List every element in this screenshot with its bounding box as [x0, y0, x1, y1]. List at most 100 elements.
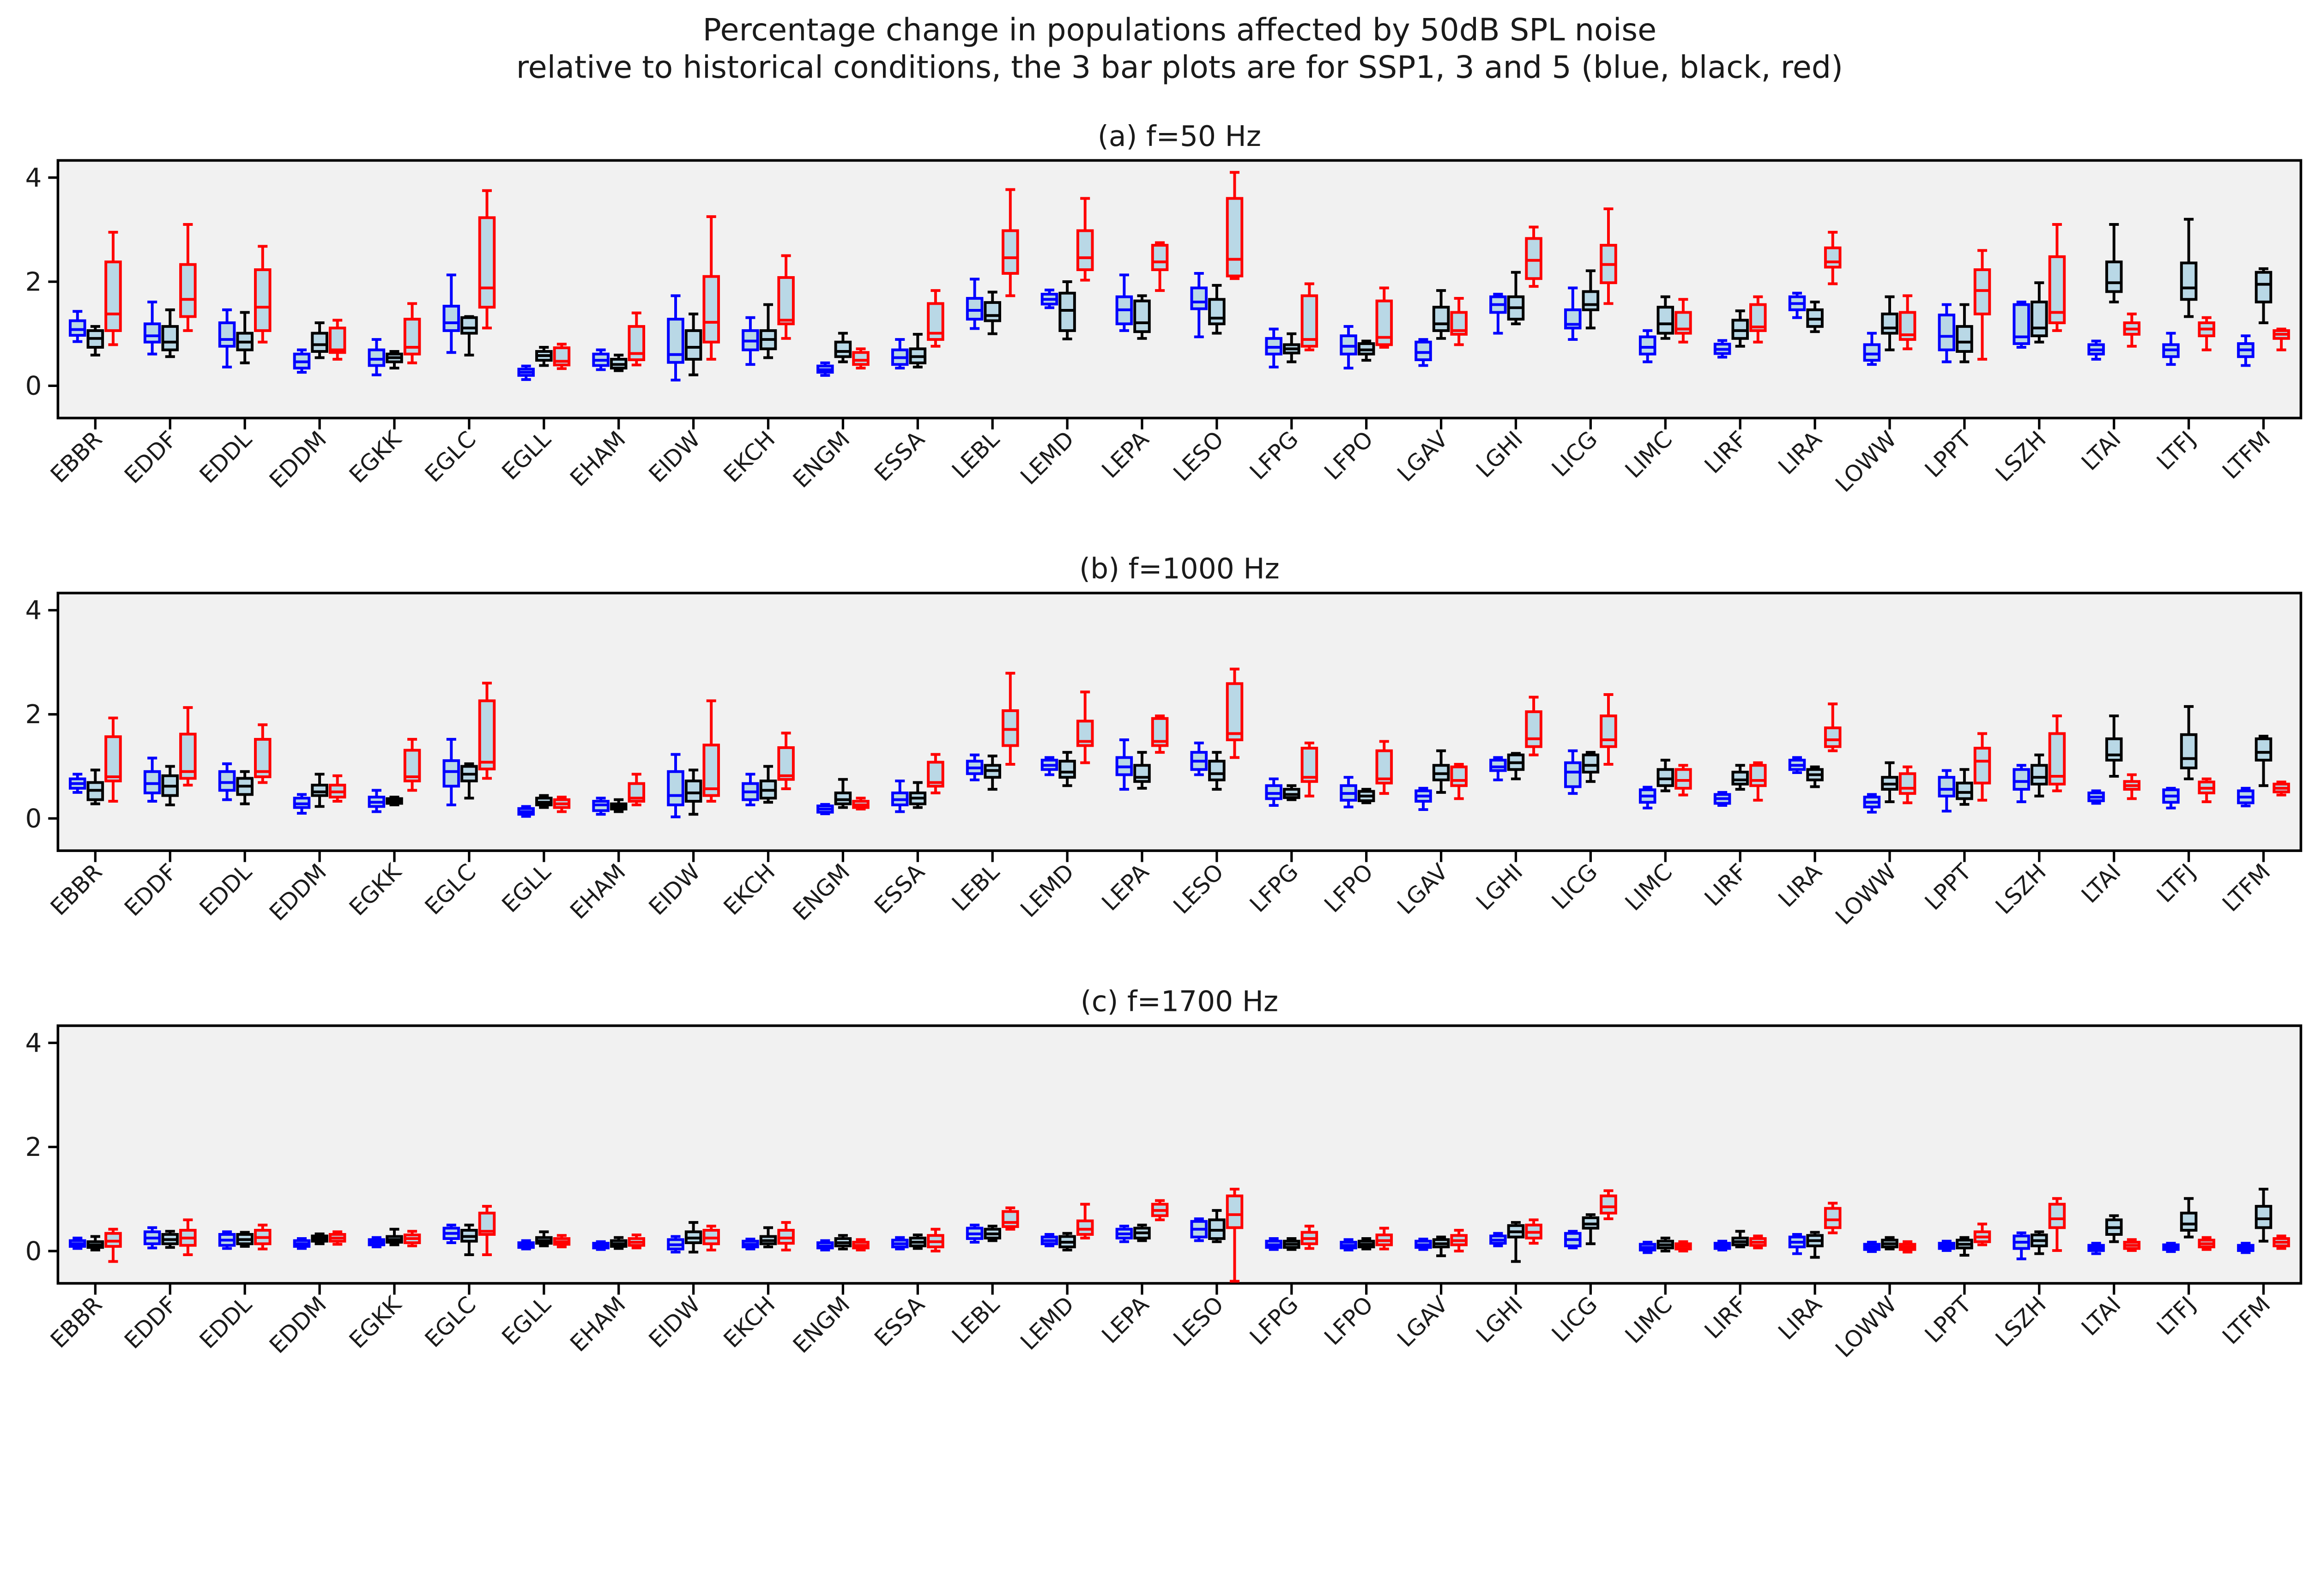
x-tick-label: LICG — [1547, 858, 1603, 915]
x-tick-label: EGKK — [344, 1290, 407, 1354]
x-tick-label: LIRA — [1773, 1291, 1827, 1345]
x-tick-label: LFPO — [1319, 858, 1378, 918]
box-EGLL-SSP5 — [553, 796, 571, 813]
box-EBBR-SSP1 — [69, 773, 86, 794]
x-tick-label: EBBR — [45, 1291, 108, 1354]
box-EDDL-SSP5 — [254, 1223, 272, 1251]
box-LGAV-SSP3 — [1432, 749, 1450, 794]
x-tick-label: EKCH — [718, 1291, 780, 1353]
box-LTFM-SSP1 — [2237, 334, 2255, 367]
box-LGHI-SSP1 — [1489, 1232, 1507, 1247]
box-EBBR-SSP5 — [104, 716, 122, 803]
box-EGKK-SSP3 — [386, 796, 403, 806]
box-LFPO-SSP3 — [1357, 1237, 1375, 1251]
box-EHAM-SSP1 — [592, 348, 610, 371]
box-LTAI-SSP3 — [2105, 223, 2123, 303]
box-LIRF-SSP3 — [1731, 764, 1749, 791]
box-EDDM-SSP5 — [328, 319, 346, 361]
x-tick-label: EGLC — [419, 1291, 481, 1353]
box-LOWW-SSP5 — [1898, 765, 1916, 804]
box-LIMC-SSP1 — [1638, 329, 1656, 363]
box-LIRF-SSP5 — [1749, 761, 1767, 802]
x-tick-label: LEPA — [1096, 858, 1154, 916]
x-tick-label: LIRA — [1773, 858, 1827, 912]
box-LGAV-SSP5 — [1450, 763, 1468, 800]
box-EGKK-SSP1 — [368, 789, 386, 813]
box-LEPA-SSP5 — [1151, 241, 1169, 292]
box-LOWW-SSP1 — [1863, 332, 1881, 366]
box-LESO-SSP1 — [1190, 272, 1208, 339]
figure-title-line2: relative to historical conditions, the 3… — [516, 49, 1843, 85]
x-tick-label: EDDL — [194, 425, 257, 488]
box-LEPA-SSP3 — [1133, 751, 1151, 790]
box-LSZH-SSP3 — [2031, 281, 2048, 344]
x-tick-label: EIDW — [643, 426, 705, 488]
box-LOWW-SSP5 — [1898, 1240, 1916, 1254]
x-tick-label: LTAI — [2076, 1291, 2126, 1341]
box-EGKK-SSP1 — [368, 1236, 386, 1249]
x-tick-label: EDDL — [194, 858, 257, 921]
box-LEPA-SSP1 — [1115, 738, 1133, 791]
x-tick-label: LFPG — [1245, 858, 1304, 918]
x-tick-label: LFPO — [1319, 426, 1378, 485]
x-tick-label: EGLL — [496, 858, 556, 918]
box-EDDF-SSP5 — [179, 1218, 197, 1256]
box-EGLL-SSP3 — [535, 346, 553, 367]
box-EHAM-SSP3 — [610, 798, 628, 813]
box-ESSA-SSP3 — [909, 332, 927, 369]
box-EIDW-SSP3 — [684, 1221, 702, 1254]
box-LIMC-SSP5 — [1674, 764, 1692, 797]
box-ENGM-SSP1 — [816, 1239, 834, 1251]
box-LIRA-SSP1 — [1788, 756, 1806, 774]
subplot-b: (b) f=1000 Hz 0 2 4 EBBR EDDF EDDL EDDM EGKK EGLC… — [25, 553, 2303, 930]
box-LEBL-SSP5 — [1002, 1206, 1019, 1231]
box-LEMD-SSP1 — [1040, 756, 1058, 776]
x-tick-label: LIMC — [1620, 426, 1678, 484]
box-LSZH-SSP5 — [2048, 714, 2066, 792]
box-LFPG-SSP5 — [1300, 282, 1318, 351]
box-LIRF-SSP5 — [1749, 295, 1767, 344]
box-EKCH-SSP3 — [759, 765, 777, 804]
x-tick-label: LGHI — [1471, 1291, 1528, 1348]
box-LEBL-SSP1 — [966, 278, 984, 330]
x-tick-label: LPPT — [1919, 858, 1977, 915]
x-tick-label: EDDF — [119, 1291, 182, 1354]
figure-title-line1: Percentage change in populations affecte… — [703, 12, 1656, 48]
box-LIRA-SSP5 — [1824, 702, 1842, 752]
box-LPPT-SSP3 — [1956, 303, 1973, 363]
box-EGLC-SSP1 — [442, 738, 460, 806]
box-EDDM-SSP3 — [311, 1232, 328, 1245]
box-LEMD-SSP3 — [1058, 280, 1076, 340]
box-EGLL-SSP1 — [517, 805, 535, 818]
x-tick-label: EBBR — [45, 858, 108, 921]
box-EIDW-SSP1 — [667, 294, 684, 381]
box-LEPA-SSP3 — [1133, 294, 1151, 340]
box-ESSA-SSP3 — [909, 781, 927, 809]
x-tick-label: LOWW — [1830, 858, 1902, 930]
box-ESSA-SSP1 — [891, 338, 909, 370]
x-tick-label: LICG — [1547, 1291, 1603, 1348]
x-tick-label: ENGM — [788, 858, 855, 926]
x-tick-label: LESO — [1168, 858, 1229, 919]
box-EDDF-SSP5 — [179, 706, 197, 787]
box-EIDW-SSP5 — [702, 1224, 720, 1251]
box-EBBR-SSP1 — [69, 310, 86, 343]
box-LGAV-SSP3 — [1432, 289, 1450, 340]
box-LESO-SSP1 — [1190, 1217, 1208, 1242]
box-LOWW-SSP3 — [1881, 295, 1898, 351]
box-LEPA-SSP5 — [1151, 714, 1169, 754]
box-LSZH-SSP3 — [2031, 753, 2048, 798]
box-EKCH-SSP1 — [742, 316, 759, 366]
x-tick-label: EGLL — [496, 425, 556, 485]
box-EDDL-SSP3 — [236, 770, 254, 805]
box-LGAV-SSP1 — [1414, 338, 1432, 367]
x-tick-label: LPPT — [1919, 425, 1977, 483]
box-EGLC-SSP3 — [460, 1223, 478, 1256]
box-LEBL-SSP3 — [984, 1224, 1001, 1242]
x-tick-label: LFPO — [1319, 1291, 1378, 1351]
box-LSZH-SSP5 — [2048, 1197, 2066, 1252]
x-tick-label: LEPA — [1096, 426, 1154, 484]
x-tick-label: EDDF — [119, 426, 182, 489]
box-LGAV-SSP3 — [1432, 1235, 1450, 1257]
box-EBBR-SSP3 — [86, 325, 104, 357]
